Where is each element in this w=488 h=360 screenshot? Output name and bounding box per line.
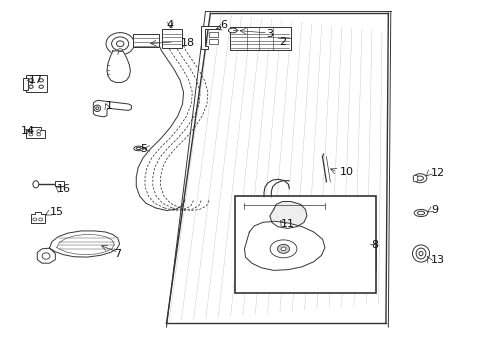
Polygon shape <box>269 202 306 228</box>
Text: 11: 11 <box>281 219 294 229</box>
Ellipse shape <box>37 130 41 133</box>
Bar <box>133 34 158 47</box>
Text: 15: 15 <box>49 207 63 217</box>
Bar <box>229 27 290 50</box>
Bar <box>55 181 64 186</box>
Ellipse shape <box>412 174 426 183</box>
Text: 8: 8 <box>370 239 378 249</box>
Text: 17: 17 <box>29 75 43 85</box>
Ellipse shape <box>134 146 143 151</box>
Text: 16: 16 <box>57 184 71 194</box>
Polygon shape <box>107 51 130 82</box>
Text: 10: 10 <box>339 167 353 177</box>
Ellipse shape <box>33 218 37 221</box>
Polygon shape <box>26 127 44 138</box>
Text: 2: 2 <box>278 37 285 47</box>
Text: 6: 6 <box>220 20 227 30</box>
Text: 13: 13 <box>430 255 444 265</box>
Ellipse shape <box>416 211 424 215</box>
Bar <box>412 175 416 181</box>
Text: 3: 3 <box>265 29 272 39</box>
Ellipse shape <box>277 244 289 253</box>
Ellipse shape <box>39 79 43 82</box>
Ellipse shape <box>29 130 33 133</box>
Ellipse shape <box>39 218 42 221</box>
Bar <box>161 30 182 48</box>
Bar <box>209 32 218 37</box>
Bar <box>23 78 28 90</box>
Text: 7: 7 <box>114 248 121 258</box>
Ellipse shape <box>39 85 43 88</box>
Bar <box>234 196 375 293</box>
Polygon shape <box>31 212 44 223</box>
Ellipse shape <box>418 251 422 256</box>
Polygon shape <box>244 221 325 270</box>
Ellipse shape <box>116 41 123 46</box>
Text: 12: 12 <box>430 168 444 178</box>
Ellipse shape <box>94 105 101 112</box>
Ellipse shape <box>136 147 141 149</box>
Polygon shape <box>93 100 131 117</box>
Text: 14: 14 <box>21 126 35 135</box>
Text: 4: 4 <box>166 20 174 30</box>
Text: 5: 5 <box>140 144 147 154</box>
Ellipse shape <box>33 181 39 188</box>
Polygon shape <box>49 231 120 257</box>
Ellipse shape <box>412 245 428 262</box>
Text: 9: 9 <box>430 206 437 216</box>
Bar <box>26 75 46 92</box>
Bar <box>209 40 218 44</box>
Polygon shape <box>37 248 55 263</box>
Ellipse shape <box>42 253 50 259</box>
Text: 18: 18 <box>181 38 195 48</box>
Ellipse shape <box>29 85 33 88</box>
Ellipse shape <box>106 33 134 55</box>
Ellipse shape <box>111 37 128 50</box>
Ellipse shape <box>228 28 237 33</box>
Ellipse shape <box>96 107 99 110</box>
Ellipse shape <box>29 133 33 136</box>
Text: 1: 1 <box>105 102 112 112</box>
Ellipse shape <box>269 240 296 258</box>
Polygon shape <box>200 26 220 49</box>
Ellipse shape <box>415 248 425 259</box>
Ellipse shape <box>37 133 41 136</box>
Ellipse shape <box>29 79 33 82</box>
Ellipse shape <box>281 247 285 251</box>
Ellipse shape <box>416 176 423 180</box>
Ellipse shape <box>118 49 122 51</box>
Ellipse shape <box>413 210 427 217</box>
